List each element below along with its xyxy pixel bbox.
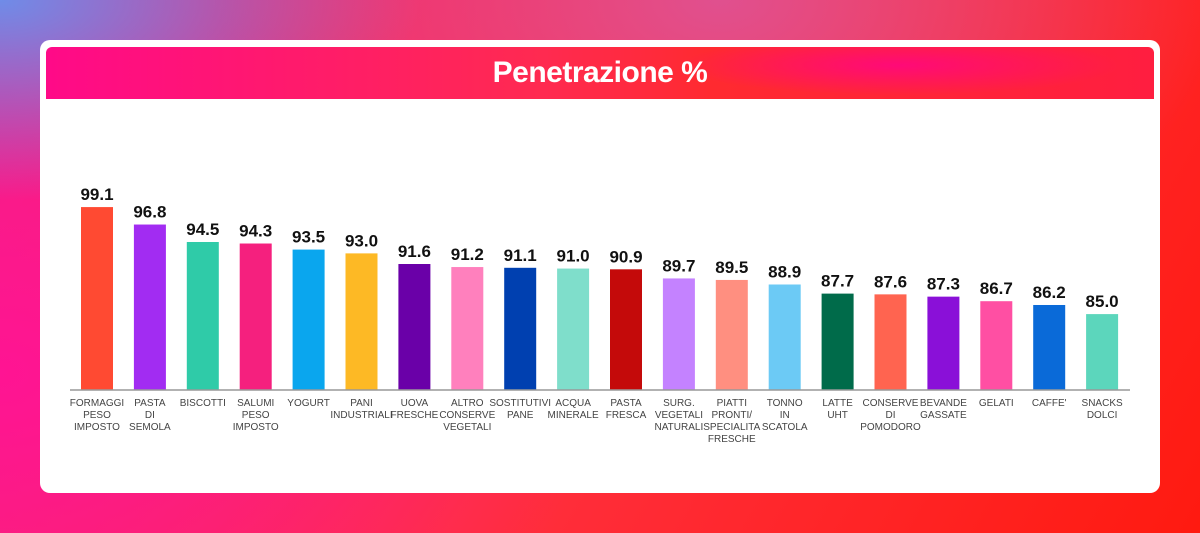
category-label: YOGURT	[287, 398, 330, 409]
bar	[821, 293, 854, 390]
value-label: 87.6	[874, 272, 907, 291]
value-label: 91.6	[398, 242, 431, 261]
category-label: CONSERVE DI POMODORO	[860, 398, 921, 433]
category-label: UOVA FRESCHE	[391, 398, 439, 421]
category-label: ACQUA MINERALE	[548, 398, 599, 421]
value-label: 86.7	[980, 279, 1013, 298]
value-label: 90.9	[609, 247, 642, 266]
value-label: 88.9	[768, 262, 801, 281]
value-label: 89.5	[715, 258, 748, 277]
bar	[715, 279, 748, 390]
value-label: 93.5	[292, 228, 325, 247]
bar	[451, 267, 484, 390]
bar	[239, 243, 272, 390]
bar	[292, 249, 325, 390]
chart-card: Penetrazione % 99.1 FORMAGGI PESO IMPOSTO 96…	[40, 40, 1160, 493]
category-label: BISCOTTI	[180, 398, 226, 409]
bar	[557, 268, 590, 390]
bar	[133, 224, 166, 390]
value-label: 87.3	[927, 275, 960, 294]
value-label: 94.3	[239, 222, 272, 241]
chart-title: Penetrazione %	[492, 56, 708, 89]
category-label: FORMAGGI PESO IMPOSTO	[70, 398, 124, 433]
category-label: PASTA DI SEMOLA	[129, 398, 171, 433]
value-label: 89.7	[662, 256, 695, 275]
value-label: 91.2	[451, 245, 484, 264]
category-label: ALTRO CONSERVE VEGETALI	[439, 398, 495, 433]
category-label: PANI INDUSTRIALI	[330, 398, 392, 421]
category-label: PASTA FRESCA	[606, 398, 647, 421]
value-label: 94.5	[186, 220, 219, 239]
bar	[768, 284, 801, 390]
category-label: BEVANDE GASSATE	[920, 398, 967, 421]
bar	[874, 294, 907, 390]
category-label: TONNO IN SCATOLA	[762, 398, 808, 433]
category-label: SNACKS DOLCI	[1082, 398, 1123, 421]
bar	[662, 278, 695, 390]
value-label: 86.2	[1033, 283, 1066, 302]
chart-header: Penetrazione %	[46, 47, 1154, 99]
category-label: PIATTI PRONTI/SPECIALITA FRESCHE	[703, 398, 760, 445]
value-label: 87.7	[821, 272, 854, 291]
bar	[610, 269, 642, 390]
bar	[504, 267, 537, 390]
value-label: 93.0	[345, 231, 378, 250]
bar	[980, 301, 1013, 390]
value-label: 99.1	[80, 185, 113, 204]
category-label: CAFFE'	[1032, 398, 1067, 409]
category-label: SALUMI PESO IMPOSTO	[233, 398, 279, 433]
bar	[81, 207, 113, 390]
category-label: SOSTITUTIVI PANE	[489, 398, 551, 421]
value-label: 91.0	[557, 247, 590, 266]
bar	[1033, 304, 1066, 390]
value-label: 85.0	[1086, 292, 1119, 311]
bar	[927, 296, 960, 390]
value-label: 91.1	[504, 246, 537, 265]
bar	[1086, 314, 1119, 390]
bar	[398, 264, 431, 390]
category-label: GELATI	[979, 398, 1014, 409]
category-label: SURG. VEGETALI NATURALI	[655, 398, 704, 433]
bar	[186, 241, 219, 390]
bar-chart: 99.1 FORMAGGI PESO IMPOSTO 96.8 PASTA DI SEMOLA…	[70, 185, 1130, 445]
category-label: LATTE UHT	[822, 398, 853, 421]
value-label: 96.8	[133, 203, 166, 222]
bar	[345, 253, 378, 390]
